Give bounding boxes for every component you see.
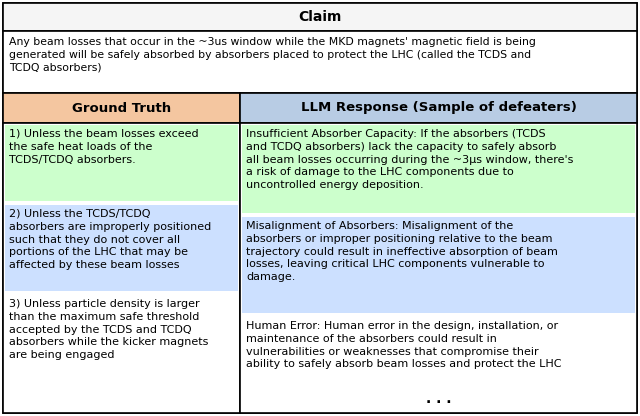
Text: 3) Unless particle density is larger
than the maximum safe threshold
accepted by: 3) Unless particle density is larger tha… <box>9 299 209 360</box>
Text: Claim: Claim <box>298 10 342 24</box>
Bar <box>240 123 637 413</box>
Text: . . .: . . . <box>426 392 451 406</box>
Text: 1) Unless the beam losses exceed
the safe heat loads of the
TCDS/TCDQ absorbers.: 1) Unless the beam losses exceed the saf… <box>9 129 198 165</box>
Bar <box>3 3 637 31</box>
Text: Human Error: Human error in the design, installation, or
maintenance of the abso: Human Error: Human error in the design, … <box>246 321 561 369</box>
Text: 2) Unless the TCDS/TCDQ
absorbers are improperly positioned
such that they do no: 2) Unless the TCDS/TCDQ absorbers are im… <box>9 209 211 270</box>
Text: LLM Response (Sample of defeaters): LLM Response (Sample of defeaters) <box>301 102 577 114</box>
Text: Misalignment of Absorbers: Misalignment of the
absorbers or improper positioning: Misalignment of Absorbers: Misalignment … <box>246 221 558 282</box>
Bar <box>3 123 240 413</box>
Bar <box>5 125 238 201</box>
Bar <box>242 217 635 313</box>
Bar <box>242 125 635 213</box>
Bar <box>240 93 637 123</box>
Text: Ground Truth: Ground Truth <box>72 102 171 114</box>
Bar <box>3 93 240 123</box>
Bar <box>5 205 238 291</box>
Bar <box>3 31 637 93</box>
Text: Any beam losses that occur in the ~3us window while the MKD magnets' magnetic fi: Any beam losses that occur in the ~3us w… <box>9 37 536 73</box>
Text: Insufficient Absorber Capacity: If the absorbers (TCDS
and TCDQ absorbers) lack : Insufficient Absorber Capacity: If the a… <box>246 129 573 190</box>
